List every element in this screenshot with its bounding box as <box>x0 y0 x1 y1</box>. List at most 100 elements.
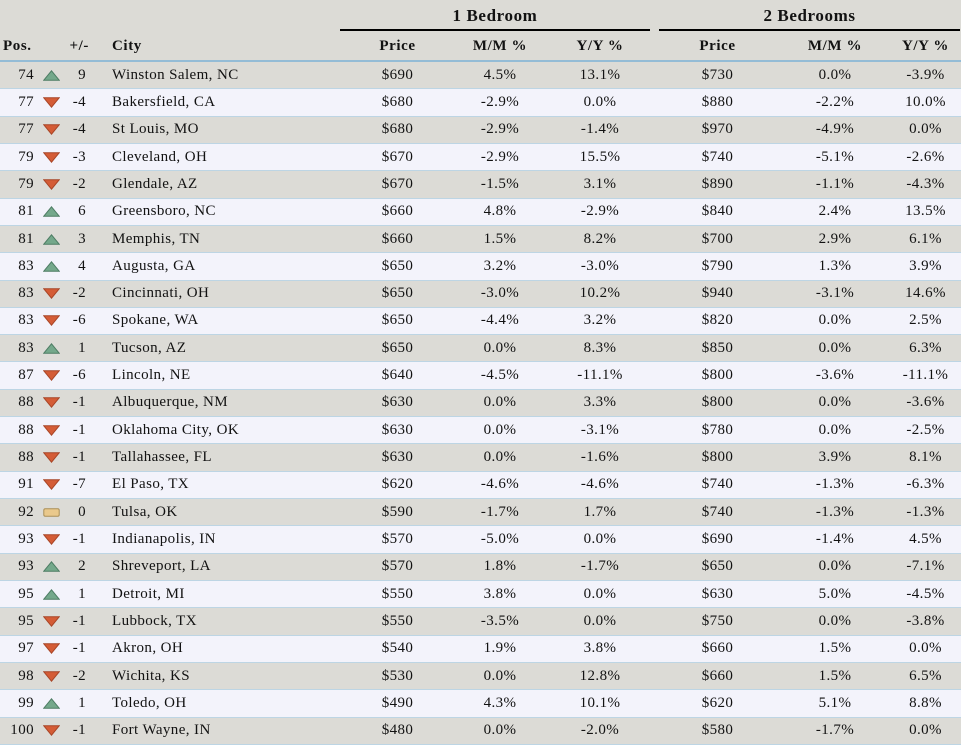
rank-change-value: 6 <box>78 203 86 220</box>
table-row: 88 -1 Albuquerque, NM $630 0.0% 3.3% $80… <box>0 389 961 418</box>
city-name: El Paso, TX <box>112 476 190 493</box>
column-header-1br-price: Price <box>379 38 416 54</box>
2br-yy-value: -1.3% <box>906 503 945 520</box>
rank-change-value: 3 <box>78 230 86 247</box>
rank-change-value: -1 <box>72 722 86 739</box>
city-name: Cleveland, OH <box>112 148 208 165</box>
1br-yy-value: -1.4% <box>580 121 620 138</box>
2br-price-value: $940 <box>701 285 734 302</box>
rank-value: 95 <box>18 612 34 629</box>
1br-price-value: $570 <box>381 558 414 575</box>
1br-yy-value: -2.9% <box>580 203 620 220</box>
city-name: Akron, OH <box>112 640 184 657</box>
rank-value: 88 <box>18 421 34 438</box>
city-name: Augusta, GA <box>112 257 196 274</box>
1br-yy-value: 12.8% <box>579 667 621 684</box>
table-row: 74 9 Winston Salem, NC $690 4.5% 13.1% $… <box>0 62 961 90</box>
2br-yy-value: -4.3% <box>906 175 945 192</box>
down-arrow-icon <box>36 616 66 627</box>
1br-mm-value: 4.8% <box>483 203 517 220</box>
1br-price-value: $650 <box>381 339 414 356</box>
rank-value: 98 <box>18 667 34 684</box>
1br-mm-value: 3.2% <box>483 257 517 274</box>
column-header-row: Pos. +/- City Price M/M % Y/Y % Price M/… <box>0 31 961 62</box>
city-name: Tallahassee, FL <box>112 449 212 466</box>
rank-value: 100 <box>10 722 34 739</box>
1br-price-value: $690 <box>381 66 414 83</box>
city-name: Memphis, TN <box>112 230 201 247</box>
1br-price-value: $490 <box>381 694 414 711</box>
2br-mm-value: 0.0% <box>818 339 852 356</box>
2br-yy-value: 0.0% <box>909 121 942 138</box>
city-name: Albuquerque, NM <box>112 394 228 411</box>
table-row: 93 2 Shreveport, LA $570 1.8% -1.7% $650… <box>0 553 961 581</box>
down-arrow-icon <box>36 370 66 382</box>
1br-mm-value: 0.0% <box>483 394 517 411</box>
2br-mm-value: -3.1% <box>815 285 855 302</box>
2br-yy-value: -2.6% <box>906 148 945 165</box>
rank-value: 79 <box>18 175 34 192</box>
table-row: 92 0 Tulsa, OK $590 -1.7% 1.7% $740 -1.3… <box>0 499 961 527</box>
city-name: Greensboro, NC <box>112 203 216 220</box>
1br-mm-value: -2.9% <box>480 93 520 110</box>
2br-mm-value: 1.5% <box>818 667 852 684</box>
1br-yy-value: 3.8% <box>583 640 617 657</box>
table-row: 98 -2 Wichita, KS $530 0.0% 12.8% $660 1… <box>0 662 961 691</box>
1br-price-value: $550 <box>381 612 414 629</box>
1br-yy-value: 0.0% <box>583 585 617 602</box>
2br-yy-value: 14.6% <box>905 285 946 302</box>
rank-change-value: 1 <box>78 585 86 602</box>
column-header-2br-mm: M/M % <box>807 38 863 54</box>
up-arrow-icon <box>36 342 66 354</box>
1br-mm-value: 0.0% <box>483 449 517 466</box>
2br-mm-value: -1.3% <box>815 503 855 520</box>
2br-price-value: $800 <box>701 367 734 384</box>
rank-value: 83 <box>18 339 34 356</box>
group-header-1-bedroom: 1 Bedroom <box>340 6 650 31</box>
1br-price-value: $630 <box>381 449 414 466</box>
2br-price-value: $580 <box>701 722 734 739</box>
2br-yy-value: 10.0% <box>905 93 946 110</box>
city-name: Tucson, AZ <box>112 339 187 356</box>
rank-value: 87 <box>18 367 34 384</box>
rank-change-value: -1 <box>72 421 86 438</box>
2br-price-value: $800 <box>701 449 734 466</box>
1br-price-value: $630 <box>381 421 414 438</box>
2br-price-value: $740 <box>701 476 734 493</box>
2br-mm-value: -3.6% <box>815 367 855 384</box>
rank-change-value: 9 <box>78 66 86 83</box>
1br-yy-value: 3.3% <box>583 394 617 411</box>
1br-price-value: $550 <box>381 585 414 602</box>
2br-mm-value: 5.0% <box>818 585 852 602</box>
city-name: Bakersfield, CA <box>112 93 216 110</box>
table-row: 83 1 Tucson, AZ $650 0.0% 8.3% $850 0.0%… <box>0 335 961 363</box>
2br-yy-value: 2.5% <box>909 312 942 329</box>
2br-price-value: $740 <box>701 148 734 165</box>
rank-change-value: -1 <box>72 612 86 629</box>
rank-change-value: 4 <box>78 257 86 274</box>
2br-mm-value: 0.0% <box>818 394 852 411</box>
rank-value: 81 <box>18 203 34 220</box>
rank-change-value: -6 <box>72 312 86 329</box>
2br-yy-value: -11.1% <box>902 367 949 384</box>
down-arrow-icon <box>36 151 66 163</box>
rank-value: 77 <box>18 93 34 110</box>
up-arrow-icon <box>36 260 66 272</box>
table-row: 81 3 Memphis, TN $660 1.5% 8.2% $700 2.9… <box>0 225 961 254</box>
1br-mm-value: 4.3% <box>483 694 517 711</box>
1br-price-value: $650 <box>381 257 414 274</box>
2br-yy-value: -4.5% <box>906 585 945 602</box>
city-name: Spokane, WA <box>112 312 199 329</box>
1br-mm-value: 0.0% <box>483 421 517 438</box>
1br-mm-value: -1.7% <box>480 503 520 520</box>
table-row: 79 -3 Cleveland, OH $670 -2.9% 15.5% $74… <box>0 143 961 172</box>
rank-value: 91 <box>18 476 34 493</box>
1br-yy-value: -2.0% <box>580 722 620 739</box>
1br-price-value: $680 <box>381 93 414 110</box>
2br-price-value: $970 <box>701 121 734 138</box>
2br-price-value: $660 <box>701 640 734 657</box>
1br-yy-value: -1.6% <box>580 449 620 466</box>
1br-mm-value: -5.0% <box>480 530 520 547</box>
rank-change-value: -4 <box>72 93 86 110</box>
city-name: Fort Wayne, IN <box>112 722 211 739</box>
